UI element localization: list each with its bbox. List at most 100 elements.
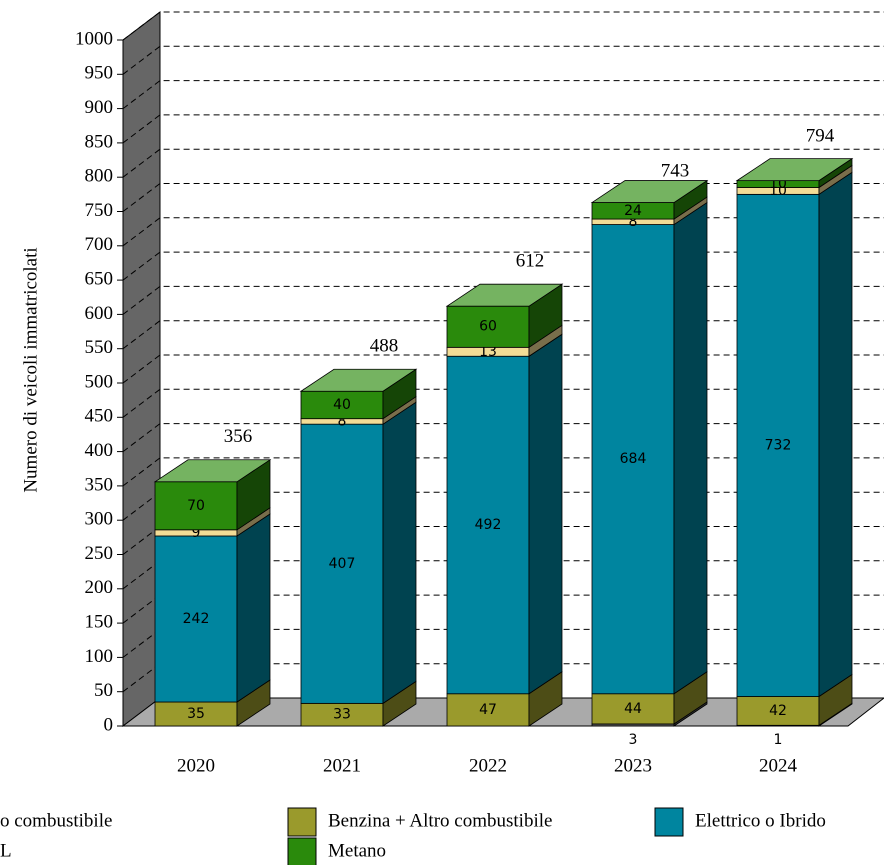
data-label: 732 (765, 437, 792, 453)
grid-line (122, 354, 884, 384)
grid-line (122, 148, 884, 178)
grid-line (122, 560, 884, 590)
y-tick-label: 350 (85, 474, 114, 495)
y-tick-label: 300 (85, 509, 114, 530)
data-label: 8 (629, 214, 638, 230)
x-tick-label: 2024 (759, 755, 798, 776)
data-label: 40 (333, 397, 351, 413)
data-label: 684 (620, 451, 647, 467)
legend-swatch (287, 837, 317, 865)
y-tick-label: 750 (85, 200, 114, 221)
total-label: 794 (806, 126, 835, 147)
grid-line (122, 251, 884, 281)
bar-segment (446, 693, 530, 727)
grid-line (122, 388, 884, 418)
total-label: 488 (370, 336, 399, 357)
legend-label: Metano (328, 840, 386, 861)
grid-line (122, 491, 884, 521)
y-tick-label: 1000 (75, 28, 113, 49)
data-label: 8 (338, 413, 347, 429)
bar-segment (736, 696, 820, 726)
y-tick-label: 500 (85, 371, 114, 392)
data-label: 24 (624, 203, 642, 219)
data-label: 1 (774, 732, 783, 748)
bar-top (590, 180, 709, 203)
y-tick-label: 250 (85, 543, 114, 564)
bar-segment (300, 390, 384, 420)
grid-line (122, 628, 884, 658)
grid-line (122, 285, 884, 315)
grid-line (122, 45, 884, 75)
y-tick-label: 950 (85, 63, 114, 84)
bar-top (445, 283, 564, 307)
bar-segment (591, 693, 675, 725)
legend-swatch (287, 807, 317, 837)
data-label: 70 (187, 498, 205, 514)
data-label: 47 (479, 702, 497, 718)
legend-label: Benzina + Altro combustibile (328, 810, 552, 831)
data-label: 33 (333, 707, 351, 723)
data-label: 60 (479, 319, 497, 335)
bar-segment (300, 423, 384, 704)
total-label: 356 (224, 426, 253, 447)
grid-line (122, 183, 884, 212)
y-tick-label: 0 (104, 714, 114, 735)
legend-swatch (654, 807, 684, 837)
data-label: 407 (329, 556, 356, 572)
grid-line (122, 526, 884, 555)
y-tick-label: 200 (85, 577, 114, 598)
grid-line (122, 457, 884, 487)
bar-side (236, 513, 271, 703)
grid-line (122, 11, 884, 41)
data-label: 42 (769, 703, 787, 719)
data-label: 3 (629, 732, 638, 748)
data-label: 13 (479, 344, 497, 360)
y-tick-label: 650 (85, 268, 114, 289)
y-tick-label: 100 (85, 646, 114, 667)
bar-side (382, 401, 417, 705)
grid-line (122, 594, 884, 624)
grid-line (122, 80, 884, 109)
y-tick-label: 550 (85, 337, 114, 358)
x-tick-label: 2020 (177, 755, 215, 776)
y-tick-label: 150 (85, 611, 114, 632)
bar-segment (446, 355, 530, 695)
y-axis-label: Numero di veicoli immatricolati (20, 247, 41, 492)
total-label: 612 (516, 251, 545, 272)
bar-segment (446, 305, 530, 348)
legend-label: o combustibile (0, 810, 112, 831)
data-label: 35 (187, 706, 205, 722)
bar-side (818, 171, 853, 698)
grid-line (122, 114, 884, 144)
grid-line (122, 663, 884, 693)
y-tick-label: 850 (85, 131, 114, 152)
grid-line (122, 423, 884, 452)
y-tick-label: 400 (85, 440, 114, 461)
bar-top (153, 459, 272, 483)
bar-top (299, 368, 418, 392)
bar-side (673, 201, 708, 695)
bar-segment (591, 224, 675, 695)
y-tick-label: 800 (85, 166, 114, 187)
y-tick-label: 50 (94, 680, 113, 701)
total-label: 743 (661, 161, 690, 182)
bar-segment (154, 535, 238, 703)
x-tick-label: 2023 (614, 755, 652, 776)
bar-top (735, 158, 854, 182)
data-label: 9 (192, 525, 201, 541)
y-tick-label: 900 (85, 97, 114, 118)
bar-segment (154, 701, 238, 727)
legend-label: Elettrico o Ibrido (695, 810, 826, 831)
bar-side (528, 333, 563, 695)
y-tick-label: 600 (85, 303, 114, 324)
grid-line (122, 320, 884, 350)
y-tick-label: 700 (85, 234, 114, 255)
x-tick-label: 2022 (469, 755, 507, 776)
x-tick-label: 2021 (323, 755, 361, 776)
grid-line (122, 217, 884, 247)
data-label: 242 (183, 611, 210, 627)
y-tick-label: 450 (85, 406, 114, 427)
data-label: 44 (624, 701, 642, 717)
data-label: 492 (475, 517, 502, 533)
